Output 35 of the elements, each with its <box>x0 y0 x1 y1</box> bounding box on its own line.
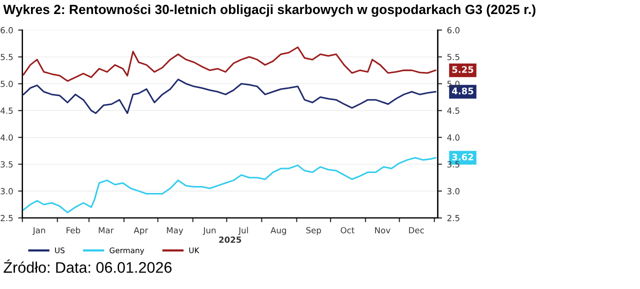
x-tick-label: Oct <box>340 227 354 234</box>
x-tick-label: Jan <box>32 227 46 235</box>
data-label: 4.85 <box>452 88 474 94</box>
y2-tick-label: 2.5 <box>447 214 460 222</box>
text: Źródło: Data: 06.01.2026 <box>4 259 172 273</box>
y-tick-label: 3.0 <box>0 188 13 194</box>
chart-title: Wykres 2: Rentowności 30-letnich obligacji skarbowych w gospodarkach G3 (2025 r.) <box>3 4 536 17</box>
y-tick-label: 3.5 <box>0 161 13 168</box>
x-tick-label: Jun <box>202 227 216 235</box>
x-tick-label: Nov <box>375 227 390 234</box>
y-tick-label: 5.0 <box>0 80 13 88</box>
y2-tick-label: 5.5 <box>447 54 460 60</box>
y-tick-label: 4.0 <box>0 134 13 141</box>
x-tick-label: May <box>166 227 184 235</box>
y2-tick-label: 4.0 <box>447 134 460 141</box>
x-axis-title: 2025 <box>219 236 242 243</box>
line-series <box>22 157 436 214</box>
x-tick-label: Mar <box>98 227 114 234</box>
y2-tick-label: 6.0 <box>447 27 460 34</box>
y-tick-label: 5.5 <box>0 54 13 60</box>
line-series <box>22 46 436 82</box>
y-tick-label: 2.5 <box>0 214 13 222</box>
data-label: 5.25 <box>452 66 474 73</box>
y-tick-label: 6.0 <box>0 27 13 34</box>
x-tick-label: Jul <box>238 226 248 235</box>
data-label: 3.62 <box>452 154 474 160</box>
y2-tick-label: 3.0 <box>447 188 460 194</box>
x-tick-label: Feb <box>66 226 80 234</box>
y2-tick-label: 4.5 <box>447 108 460 114</box>
x-tick-label: Sep <box>306 227 321 235</box>
x-tick-label: Aug <box>270 227 286 235</box>
x-tick-label: Dec <box>409 227 424 234</box>
x-tick-label: Apr <box>134 227 148 235</box>
y-tick-label: 4.5 <box>0 108 13 114</box>
line-series <box>22 78 436 114</box>
